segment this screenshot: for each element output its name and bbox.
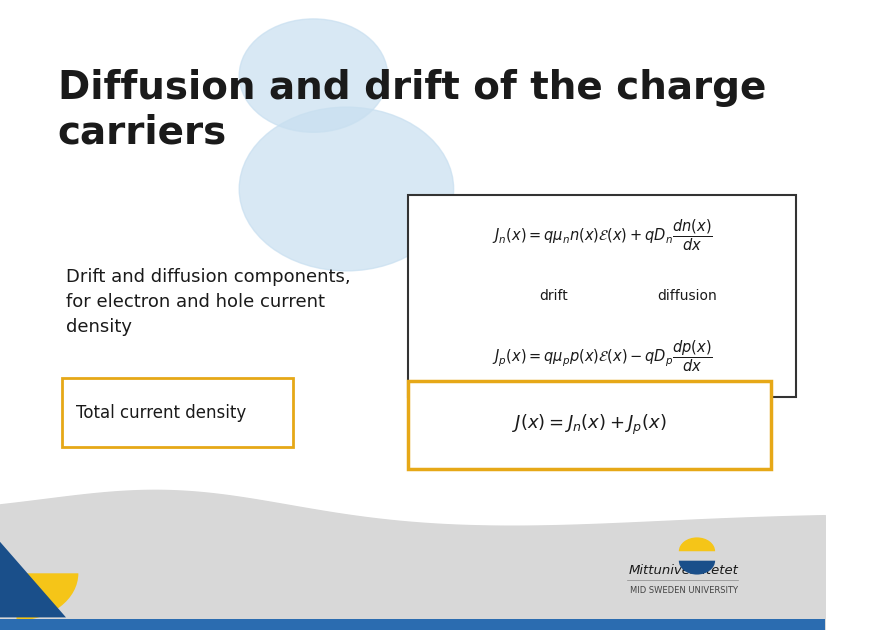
Text: Mittuniversitetet: Mittuniversitetet bbox=[628, 564, 739, 576]
Text: Diffusion and drift of the charge
carriers: Diffusion and drift of the charge carrie… bbox=[58, 69, 766, 151]
FancyBboxPatch shape bbox=[408, 381, 772, 469]
Text: diffusion: diffusion bbox=[658, 289, 717, 303]
Text: drift: drift bbox=[539, 289, 568, 303]
Text: $J(x) = J_n(x) + J_p(x)$: $J(x) = J_n(x) + J_p(x)$ bbox=[512, 413, 667, 437]
Circle shape bbox=[239, 107, 454, 271]
Polygon shape bbox=[0, 542, 66, 617]
Wedge shape bbox=[679, 537, 715, 551]
Wedge shape bbox=[17, 573, 78, 621]
Text: Total current density: Total current density bbox=[76, 404, 246, 421]
Text: $J_p(x) = q\mu_p p(x)\mathcal{E}(x) - qD_p \dfrac{dp(x)}{dx}$: $J_p(x) = q\mu_p p(x)\mathcal{E}(x) - qD… bbox=[492, 339, 713, 374]
Text: $J_n(x) = q\mu_n n(x)\mathcal{E}(x) + qD_n \dfrac{dn(x)}{dx}$: $J_n(x) = q\mu_n n(x)\mathcal{E}(x) + qD… bbox=[492, 218, 713, 253]
FancyBboxPatch shape bbox=[408, 195, 796, 397]
Text: MID SWEDEN UNIVERSITY: MID SWEDEN UNIVERSITY bbox=[630, 587, 739, 595]
FancyBboxPatch shape bbox=[0, 619, 825, 630]
Circle shape bbox=[239, 19, 388, 132]
Text: Drift and diffusion components,
for electron and hole current
density: Drift and diffusion components, for elec… bbox=[66, 268, 351, 336]
FancyBboxPatch shape bbox=[61, 378, 293, 447]
Wedge shape bbox=[679, 561, 715, 575]
